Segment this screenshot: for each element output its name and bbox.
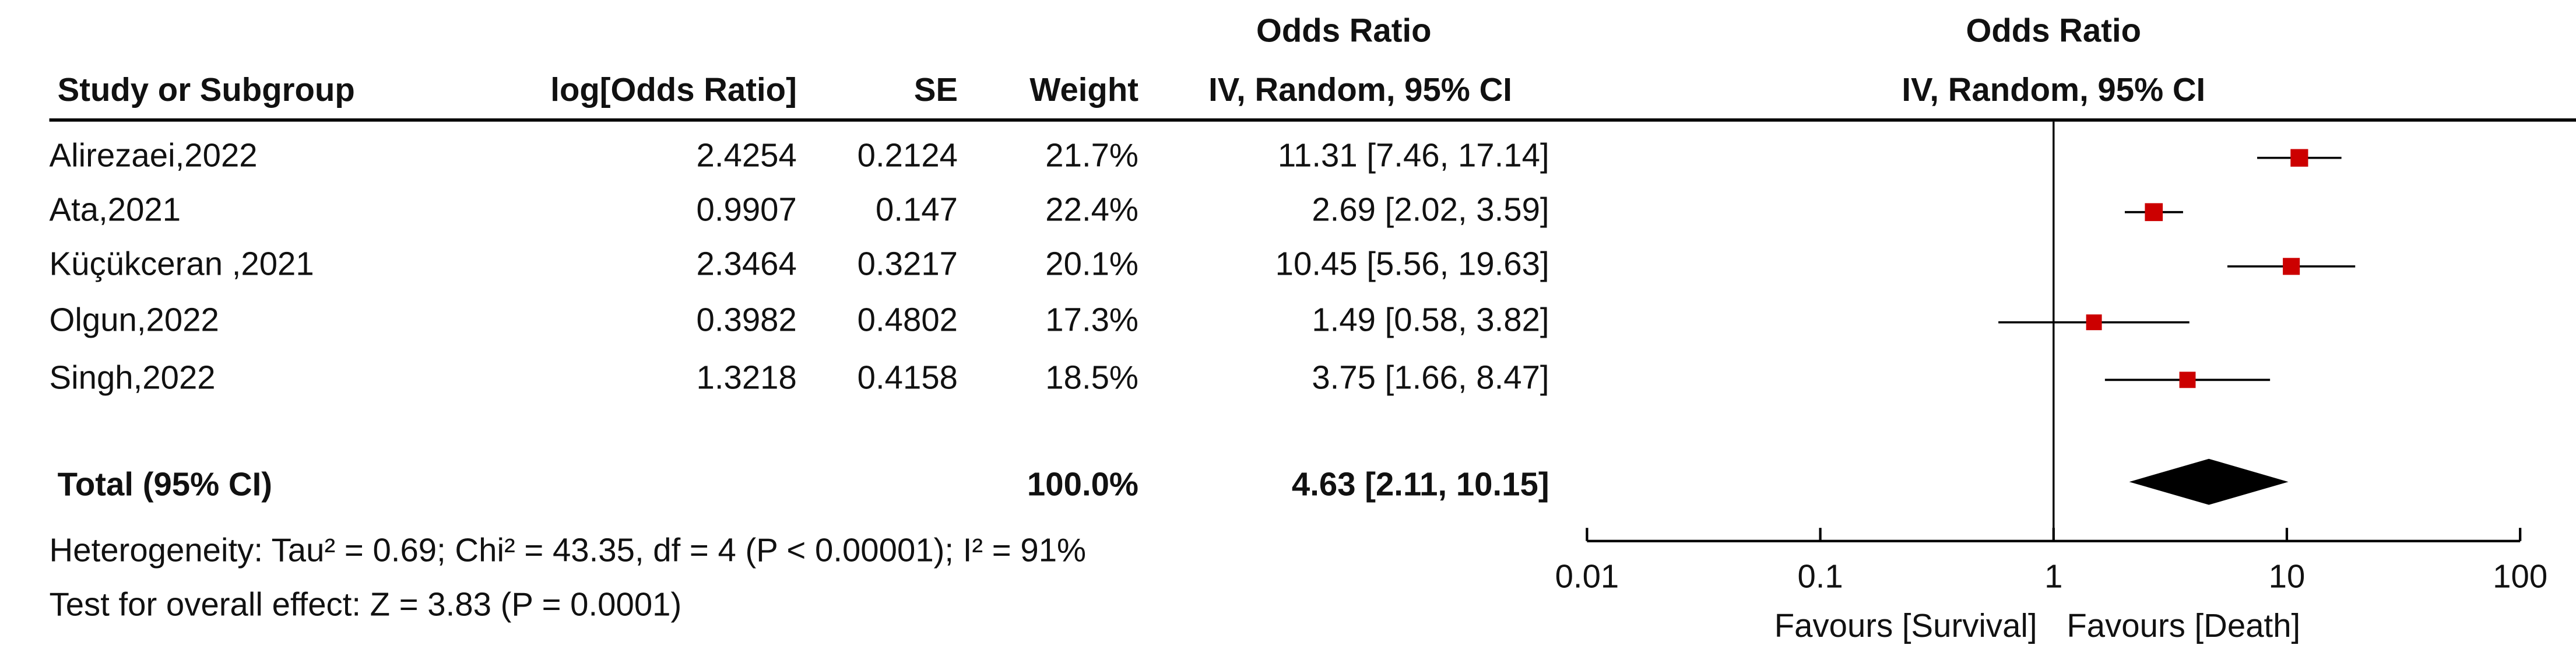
ci-label: 1.49 [0.58, 3.82] (1312, 302, 1549, 338)
header: log[Odds Ratio] (550, 71, 797, 108)
study-name: Alirezaei,2022 (50, 137, 258, 174)
x-tick-label: 1 (2044, 558, 2062, 594)
total-ci: 4.63 [2.11, 10.15] (1292, 466, 1549, 503)
weight: 21.7% (1045, 137, 1138, 174)
x-tick-label: 10 (2269, 558, 2306, 594)
se: 0.4802 (858, 302, 958, 338)
study-name: Küçükceran ,2021 (50, 246, 314, 282)
effect-square (2283, 258, 2300, 275)
table-ci-subtitle: IV, Random, 95% CI (1208, 71, 1512, 108)
weight: 20.1% (1045, 246, 1138, 282)
header: Weight (1029, 71, 1138, 108)
x-label-right: Favours [Death] (2067, 607, 2300, 644)
x-label-left: Favours [Survival] (1774, 607, 2037, 644)
header: SE (914, 71, 958, 108)
plot-title: Odds Ratio (1966, 12, 2142, 48)
x-tick-label: 100 (2493, 558, 2547, 594)
effect-square (2086, 314, 2102, 331)
study-name: Ata,2021 (50, 191, 181, 228)
x-tick-label: 0.01 (1555, 558, 1619, 594)
ci-label: 10.45 [5.56, 19.63] (1275, 246, 1549, 282)
se: 0.4158 (858, 359, 958, 395)
ci-label: 11.31 [7.46, 17.14] (1278, 137, 1549, 174)
se: 0.147 (876, 191, 958, 228)
ci-label: 3.75 [1.66, 8.47] (1312, 359, 1549, 395)
header: Study or Subgroup (58, 71, 355, 108)
effect-square (2145, 203, 2163, 222)
effect-square (2179, 371, 2196, 388)
total-weight: 100.0% (1027, 466, 1138, 503)
study-name: Olgun,2022 (50, 302, 219, 338)
effect-square (2290, 149, 2308, 167)
log-or: 2.3464 (697, 246, 797, 282)
weight: 22.4% (1045, 191, 1138, 228)
plot-subtitle: IV, Random, 95% CI (1902, 71, 2205, 108)
total-name: Total (95% CI) (58, 466, 272, 503)
weight: 18.5% (1045, 359, 1138, 395)
x-tick-label: 0.1 (1797, 558, 1843, 594)
log-or: 2.4254 (697, 137, 797, 174)
log-or: 1.3218 (697, 359, 797, 395)
log-or: 0.9907 (697, 191, 797, 228)
table-ci-title: Odds Ratio (1256, 12, 1432, 48)
total-diamond (2129, 458, 2289, 505)
ci-label: 2.69 [2.02, 3.59] (1312, 191, 1549, 228)
overall-effect: Test for overall effect: Z = 3.83 (P = 0… (50, 586, 682, 622)
se: 0.2124 (858, 137, 958, 174)
weight: 17.3% (1045, 302, 1138, 338)
log-or: 0.3982 (697, 302, 797, 338)
heterogeneity: Heterogeneity: Tau² = 0.69; Chi² = 43.35… (50, 531, 1087, 568)
se: 0.3217 (858, 246, 958, 282)
study-name: Singh,2022 (50, 359, 216, 395)
